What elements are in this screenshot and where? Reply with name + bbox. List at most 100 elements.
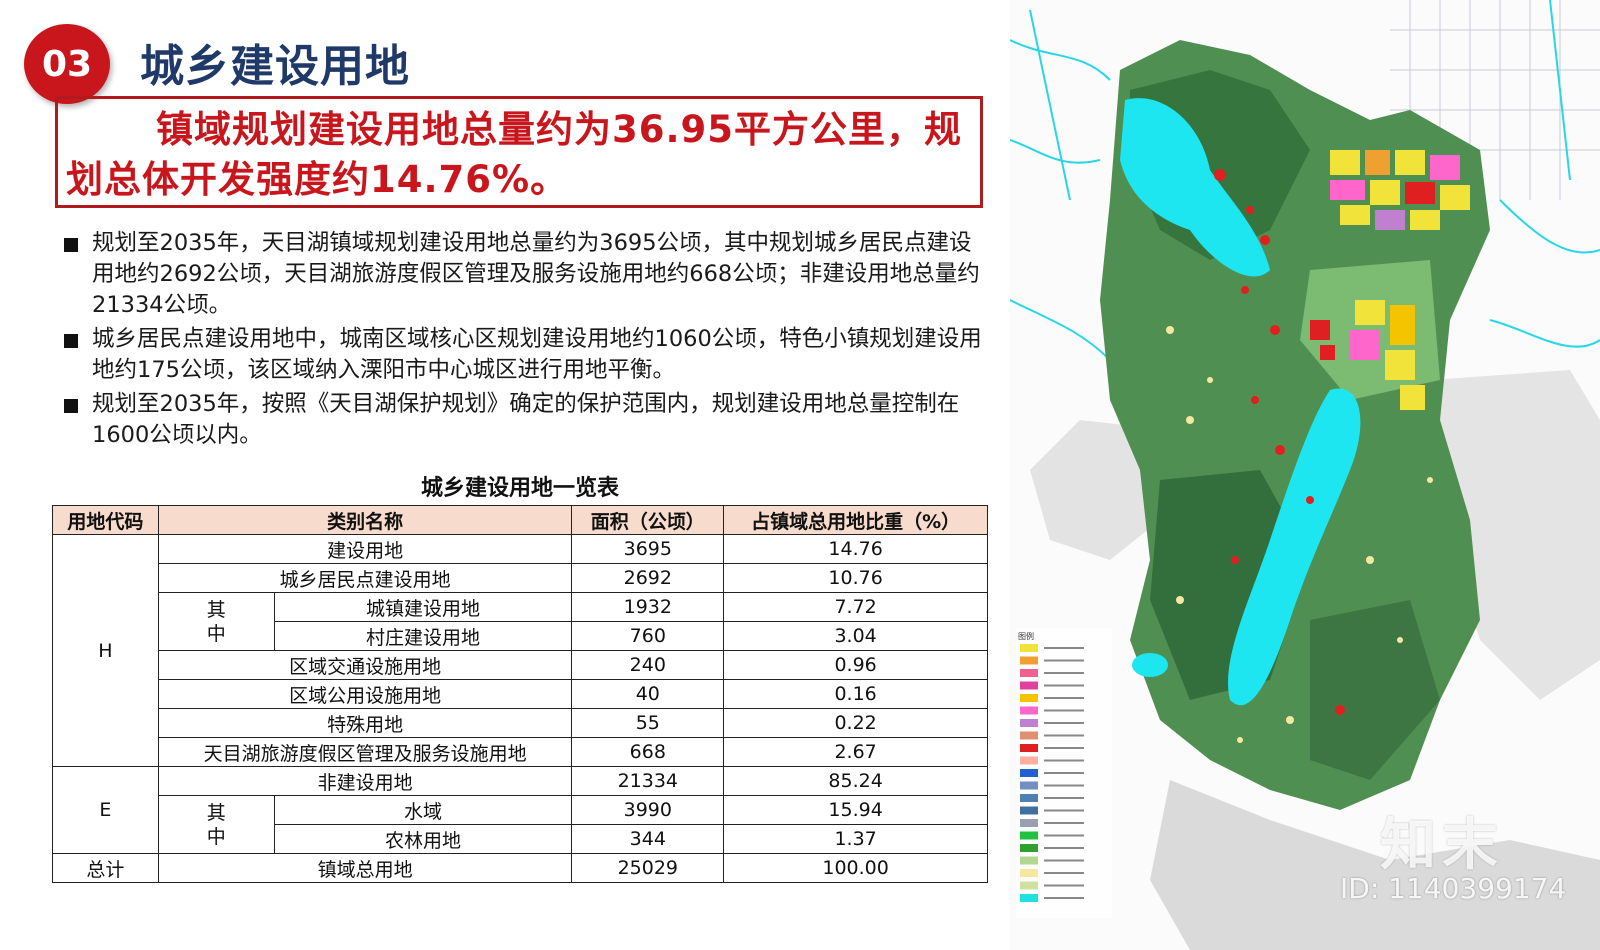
table-title: 城乡建设用地一览表 xyxy=(420,476,619,501)
pct-cell: 0.16 xyxy=(723,679,988,709)
table-row: E 非建设用地 21334 85.24 xyxy=(52,766,988,854)
city-grid xyxy=(1390,0,1600,200)
legend-label-line xyxy=(1044,897,1084,899)
village-spots xyxy=(1166,326,1433,743)
sub-label: 其中 xyxy=(206,801,226,848)
table-total-row: 总计 镇域总用地 25029 100.00 xyxy=(52,853,988,883)
legend-swatch xyxy=(1020,869,1038,877)
pct-cell: 2.67 xyxy=(723,737,988,767)
code-cell: 总计 xyxy=(52,853,159,883)
legend-swatch xyxy=(1020,756,1038,765)
legend-swatch xyxy=(1020,844,1038,852)
lake-south xyxy=(1228,388,1361,706)
sub-label-cell: 其中 xyxy=(157,795,275,854)
legend-label-line xyxy=(1044,809,1084,812)
name-cell: 建设用地 xyxy=(157,534,573,564)
section-number-badge: 03 xyxy=(24,24,110,104)
legend-swatch xyxy=(1020,856,1038,865)
legend-label-line xyxy=(1044,722,1084,724)
name-cell: 水域 xyxy=(273,795,573,825)
table-row: 城乡居民点建设用地 2692 10.76 xyxy=(53,563,988,593)
legend-label-line xyxy=(1044,672,1084,674)
area-cell: 3695 xyxy=(571,534,725,564)
area-cell: 40 xyxy=(571,679,725,709)
table-row: H 建设用地 3695 14.76 xyxy=(52,534,988,767)
lake-north xyxy=(1120,98,1270,277)
legend-label-line xyxy=(1044,647,1084,649)
legend-label-line xyxy=(1044,747,1084,749)
table-row: 其中 水域 3990 15.94 xyxy=(53,795,988,854)
sub-label: 其中 xyxy=(206,598,226,645)
pct-cell: 10.76 xyxy=(723,563,988,593)
name-cell: 村庄建设用地 xyxy=(273,621,573,651)
header-code: 用地代码 xyxy=(52,505,159,535)
code-cell: E xyxy=(52,766,159,854)
name-cell: 农林用地 xyxy=(273,824,573,854)
legend-label-line xyxy=(1044,834,1084,837)
bullet-text: 规划至2035年，天目湖镇域规划建设用地总量约为3695公顷，其中规划城乡居民点… xyxy=(92,230,980,318)
area-cell: 55 xyxy=(571,708,725,738)
headline-text: 镇域规划建设用地总量约为36.95平方公里，规划总体开发强度约14.76%。 xyxy=(66,108,963,201)
pct-cell: 0.96 xyxy=(723,650,988,680)
header-area: 面积（公顷） xyxy=(571,505,725,535)
legend-swatch xyxy=(1020,656,1038,665)
legend-swatch xyxy=(1020,681,1038,690)
legend-swatch xyxy=(1020,894,1038,902)
area-cell: 240 xyxy=(571,650,725,680)
legend-label-line xyxy=(1044,859,1084,862)
pct-cell: 100.00 xyxy=(723,853,988,883)
pond xyxy=(1132,653,1168,677)
pct-cell: 7.72 xyxy=(723,592,988,622)
legend-swatch xyxy=(1020,819,1038,827)
river-lines xyxy=(1010,0,1600,361)
pct-cell: 14.76 xyxy=(723,534,988,564)
legend-label-line xyxy=(1044,659,1084,662)
square-bullet-icon xyxy=(64,238,78,252)
forest-area xyxy=(1310,600,1440,780)
pct-cell: 15.94 xyxy=(723,795,988,825)
pct-cell: 1.37 xyxy=(723,824,988,854)
urban-blocks xyxy=(1310,150,1470,410)
legend-label-line xyxy=(1044,797,1084,799)
legend-swatch xyxy=(1020,669,1038,677)
area-cell: 344 xyxy=(571,824,725,854)
legend-label-line xyxy=(1044,684,1084,687)
legend-label-line xyxy=(1044,872,1084,874)
name-cell: 非建设用地 xyxy=(157,766,573,796)
area-cell: 25029 xyxy=(571,853,725,883)
legend-swatch xyxy=(1020,881,1038,890)
legend-label-line xyxy=(1044,772,1084,774)
legend-swatch xyxy=(1020,694,1038,702)
area-cell: 668 xyxy=(571,737,725,767)
bullet-item: 城乡居民点建设用地中，城南区域核心区规划建设用地约1060公顷，特色小镇规划建设… xyxy=(60,324,990,386)
legend-swatch xyxy=(1020,644,1038,652)
name-cell: 区域交通设施用地 xyxy=(157,650,573,680)
area-cell: 1932 xyxy=(571,592,725,622)
land-use-map xyxy=(1010,0,1600,950)
bullet-item: 规划至2035年，按照《天目湖保护规划》确定的保护范围内，规划建设用地总量控制在… xyxy=(60,389,990,451)
bullet-list: 规划至2035年，天目湖镇域规划建设用地总量约为3695公顷，其中规划城乡居民点… xyxy=(60,228,990,454)
legend-label-line xyxy=(1044,709,1084,712)
sub-label-cell: 其中 xyxy=(157,592,275,651)
legend-swatch xyxy=(1020,831,1038,840)
area-cell: 3990 xyxy=(571,795,725,825)
legend-label-line xyxy=(1044,759,1084,762)
table-row: 区域公用设施用地 40 0.16 xyxy=(53,679,988,709)
table-row: 农林用地 344 1.37 xyxy=(53,824,988,854)
legend-swatch xyxy=(1020,719,1038,727)
settlement-spots xyxy=(1214,169,1345,715)
legend-swatch xyxy=(1020,806,1038,815)
name-cell: 区域公用设施用地 xyxy=(157,679,573,709)
legend-label-line xyxy=(1044,847,1084,849)
legend-label-line xyxy=(1044,784,1084,787)
watermark-id: ID: 1140399174 xyxy=(1340,872,1567,905)
pct-cell: 0.22 xyxy=(723,708,988,738)
header-percent: 占镇域总用地比重（%） xyxy=(723,505,988,535)
watermark-brand: 知末 xyxy=(1380,813,1504,878)
table-row: 区域交通设施用地 240 0.96 xyxy=(53,650,988,680)
name-cell: 城镇建设用地 xyxy=(273,592,573,622)
legend-swatch xyxy=(1020,706,1038,715)
pct-cell: 3.04 xyxy=(723,621,988,651)
terrain-shade xyxy=(1150,780,1600,950)
bullet-text: 城乡居民点建设用地中，城南区域核心区规划建设用地约1060公顷，特色小镇规划建设… xyxy=(92,326,982,383)
